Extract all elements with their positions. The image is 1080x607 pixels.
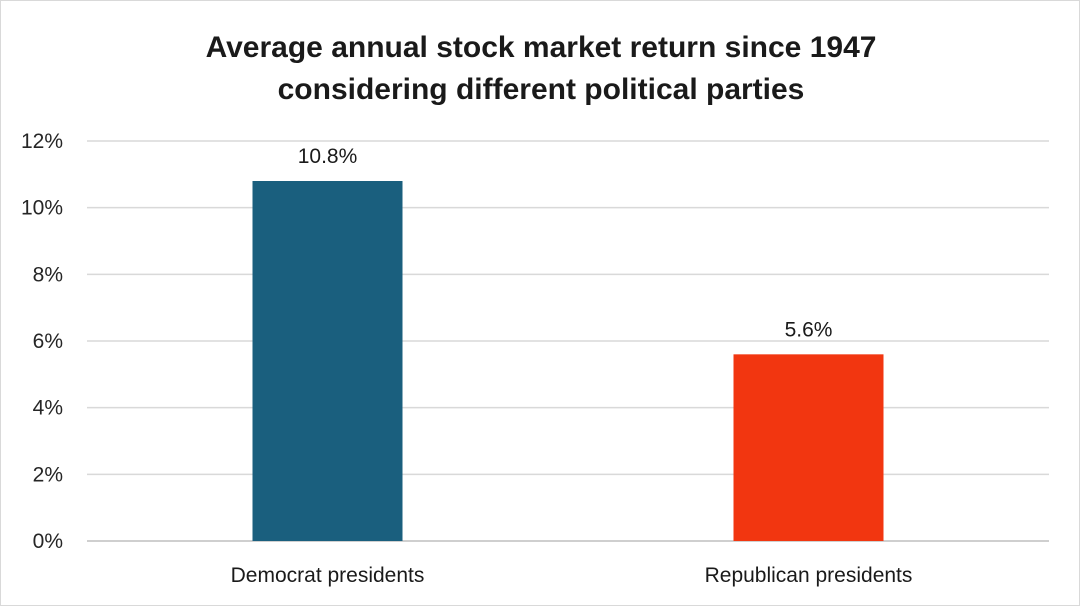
x-category-label: Democrat presidents [231, 564, 425, 587]
y-tick-label: 8% [33, 263, 63, 286]
y-tick-label: 4% [33, 397, 63, 420]
bars [252, 181, 884, 541]
chart-title: Average annual stock market return since… [205, 31, 877, 106]
data-labels: 10.8% 5.6% [298, 145, 833, 341]
category-labels: Democrat presidents Republican presidents [231, 564, 913, 587]
x-category-label: Republican presidents [705, 564, 913, 587]
data-label: 5.6% [785, 318, 833, 341]
y-tick-label: 0% [33, 530, 63, 553]
gridlines [87, 140, 1049, 542]
bar-republican [733, 354, 884, 541]
data-label: 10.8% [298, 145, 358, 168]
y-axis-ticks: 0% 2% 4% 6% 8% 10% 12% [21, 130, 63, 553]
y-tick-label: 6% [33, 330, 63, 353]
bar-democrat [252, 181, 403, 541]
y-tick-label: 10% [21, 197, 63, 220]
y-tick-label: 12% [21, 130, 63, 153]
y-tick-label: 2% [33, 463, 63, 486]
